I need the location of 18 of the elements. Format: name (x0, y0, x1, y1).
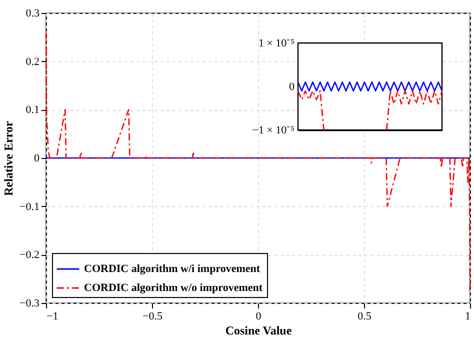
y-tick-label: −0.1 (20, 200, 40, 213)
x-tick-label: 1 (465, 310, 470, 322)
x-tick-label: 0.5 (358, 310, 372, 322)
y-tick-label: 0 (289, 81, 295, 93)
x-axis-title: Cosine Value (225, 324, 292, 337)
y-axis-title: Relative Error (2, 120, 16, 196)
y-tick-label: 0.2 (26, 56, 40, 68)
y-tick-label: 1 × 10⁻⁵ (258, 38, 295, 50)
legend-label: CORDIC algorithm w/i improvement (84, 263, 260, 275)
y-tick-label: −0.2 (20, 249, 40, 262)
legend-label: CORDIC algorithm w/o improvement (84, 282, 263, 294)
y-tick-label: 0 (34, 152, 40, 164)
x-tick-label: −1 (46, 310, 58, 322)
y-tick-label: 0.3 (26, 8, 40, 20)
y-tick-label: −0.3 (20, 298, 40, 310)
x-tick-label: −0.5 (142, 310, 163, 322)
y-tick-label: 0.1 (26, 104, 40, 116)
y-tick-label: −1 × 10⁻⁵ (252, 124, 295, 136)
